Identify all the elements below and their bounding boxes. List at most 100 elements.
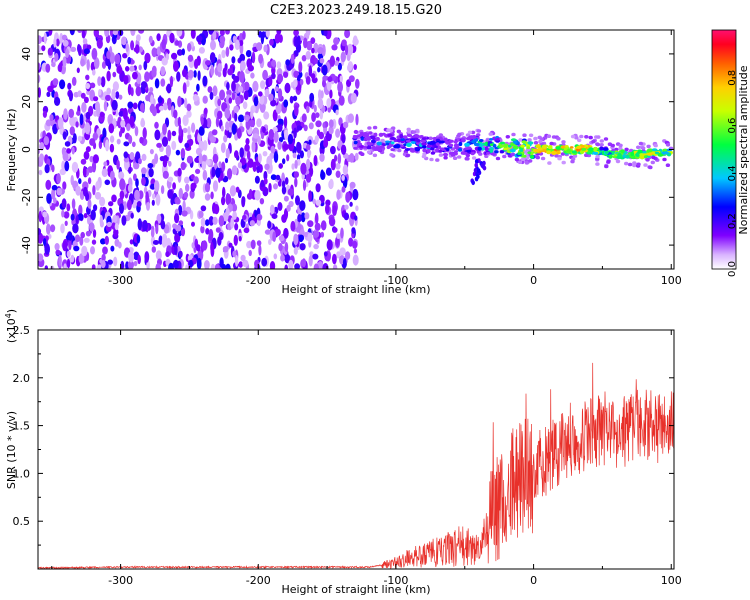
noise-cell — [105, 139, 110, 152]
noise-cell — [242, 259, 249, 268]
noise-cell — [63, 263, 67, 269]
noise-cell — [178, 250, 183, 258]
spectrogram-y-axis-label: Frequency (Hz) — [5, 109, 18, 192]
ridge-cell — [579, 150, 585, 154]
ridge-halo-cell — [560, 152, 566, 156]
noise-cell — [320, 90, 324, 99]
ridge-cell — [485, 151, 491, 155]
noise-cell — [109, 143, 115, 153]
ridge-cell — [435, 142, 440, 146]
ridge-halo-cell — [618, 146, 623, 151]
noise-cell — [187, 54, 194, 62]
noise-cell — [107, 259, 113, 265]
noise-cell — [98, 89, 102, 96]
noise-cell — [269, 261, 276, 269]
noise-cell — [100, 260, 106, 269]
noise-cell — [344, 204, 349, 210]
noise-cell — [277, 88, 283, 100]
ridge-cell — [393, 144, 399, 149]
noise-cell — [310, 73, 316, 80]
noise-cell — [159, 156, 165, 162]
ridge-cell — [611, 155, 617, 159]
noise-cell — [189, 259, 193, 268]
spectrogram-x-axis-label: Height of straight line (km) — [281, 283, 430, 296]
noise-cell — [302, 179, 307, 191]
noise-cell — [209, 52, 216, 63]
ridge-halo-cell — [596, 135, 601, 139]
noise-cell — [335, 128, 341, 138]
noise-cell — [171, 130, 177, 137]
noise-cell — [234, 150, 239, 159]
noise-cell — [62, 131, 67, 140]
ridge-halo-cell — [386, 128, 391, 132]
noise-cell — [50, 224, 56, 233]
ridge-halo-cell — [584, 153, 589, 157]
noise-cell — [252, 80, 259, 92]
ridge-halo-cell — [604, 164, 609, 169]
ridge-halo-cell — [511, 132, 516, 137]
ridge-cell — [379, 133, 383, 137]
noise-cell — [258, 244, 262, 256]
ridge-cell — [499, 150, 505, 154]
noise-cell — [85, 74, 90, 81]
noise-cell — [77, 90, 82, 97]
noise-cell — [222, 67, 227, 78]
ridge-halo-cell — [653, 143, 658, 148]
noise-cell — [137, 254, 141, 265]
noise-cell — [198, 47, 205, 54]
noise-cell — [100, 76, 106, 88]
ridge-halo-cell — [662, 157, 667, 162]
ridge-cell — [520, 144, 526, 148]
ridge-cell — [474, 137, 479, 142]
ridge-cell — [657, 153, 664, 157]
noise-cell — [101, 168, 108, 178]
noise-cell — [233, 234, 238, 246]
ridge-cell — [507, 144, 512, 148]
noise-cell — [209, 91, 214, 100]
ridge-halo-cell — [665, 163, 671, 167]
noise-cell — [176, 30, 183, 37]
noise-cell — [138, 158, 142, 165]
ridge-cell — [430, 151, 436, 155]
noise-cell — [67, 82, 72, 90]
noise-cell — [290, 220, 296, 232]
ridge-halo-cell — [615, 159, 621, 164]
colorbar-tick-label: 0.6 — [727, 118, 738, 134]
noise-cell — [95, 101, 100, 112]
noise-cell — [156, 142, 163, 148]
noise-cell — [284, 129, 289, 141]
noise-cell — [268, 239, 272, 245]
noise-cell — [81, 102, 87, 113]
ridge-cell — [470, 151, 475, 156]
noise-cell — [325, 167, 332, 176]
noise-cell — [175, 198, 181, 205]
ridge-halo-cell — [599, 139, 604, 143]
noise-cell — [104, 235, 110, 245]
noise-cell — [72, 223, 79, 234]
noise-cell — [220, 125, 224, 132]
noise-cell — [290, 53, 295, 64]
noise-cell — [272, 126, 278, 133]
noise-cell — [177, 116, 181, 127]
ridge-cell — [421, 142, 428, 146]
noise-cell — [205, 228, 210, 235]
noise-cell — [328, 217, 336, 227]
noise-cell — [284, 177, 289, 185]
noise-cell — [214, 263, 220, 269]
ridge-halo-cell — [570, 134, 576, 139]
noise-cell — [330, 158, 336, 171]
noise-cell — [190, 30, 196, 39]
noise-cell — [132, 71, 138, 80]
noise-cell — [315, 112, 320, 118]
snr-y-tick-label: 2.0 — [13, 372, 31, 385]
noise-cell — [264, 229, 271, 235]
noise-cell — [133, 162, 140, 170]
noise-cell — [315, 199, 322, 206]
noise-cell — [119, 178, 126, 191]
noise-cell — [332, 205, 337, 216]
noise-cell — [314, 135, 319, 144]
ridge-cell — [489, 138, 493, 141]
noise-cell — [272, 109, 278, 122]
ridge-cell — [422, 144, 427, 149]
noise-cell — [85, 82, 91, 90]
